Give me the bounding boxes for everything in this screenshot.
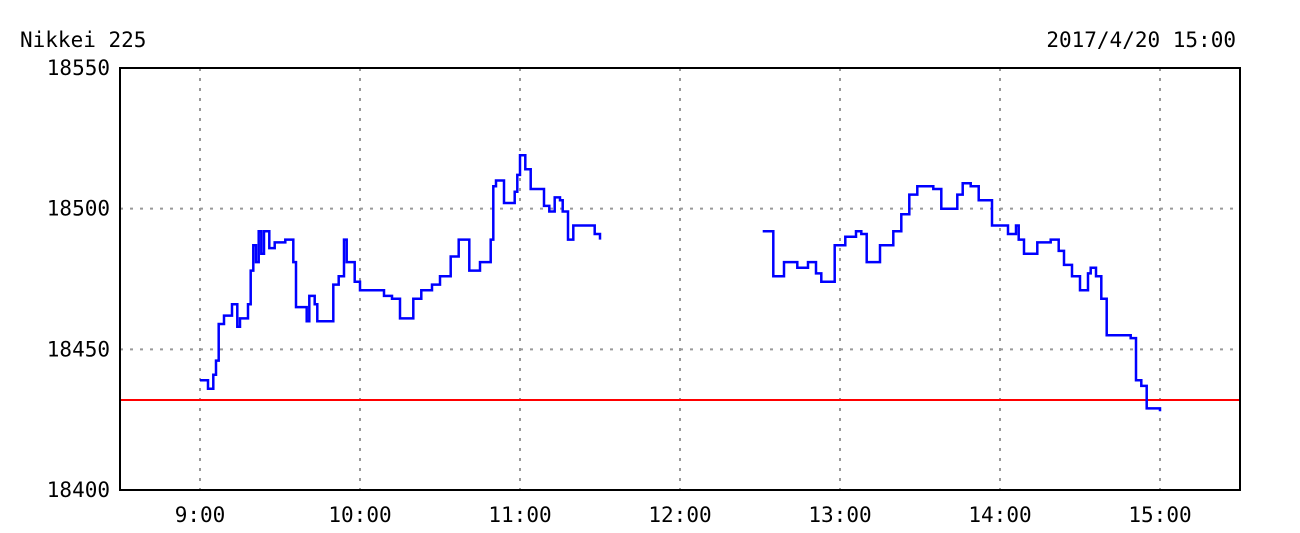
x-tick-label: 15:00 [1128, 503, 1191, 527]
x-tick-label: 10:00 [328, 503, 391, 527]
x-tick-label: 9:00 [175, 503, 226, 527]
price-line-morning [200, 153, 602, 390]
y-tick-label: 18400 [47, 478, 110, 502]
y-tick-label: 18500 [47, 197, 110, 221]
x-tick-label: 14:00 [968, 503, 1031, 527]
x-axis-ticks: 9:00 10:00 11:00 12:00 13:00 14:00 15:00 [175, 503, 1192, 527]
plot-frame [119, 67, 1241, 491]
chart-title: Nikkei 225 [20, 28, 146, 52]
grid [120, 68, 1240, 490]
y-tick-label: 18450 [47, 337, 110, 361]
price-series [120, 153, 1240, 412]
x-tick-label: 13:00 [808, 503, 871, 527]
chart-timestamp: 2017/4/20 15:00 [1046, 28, 1236, 52]
x-tick-label: 12:00 [648, 503, 711, 527]
y-tick-label: 18550 [47, 56, 110, 80]
x-tick-label: 11:00 [488, 503, 551, 527]
price-line-afternoon [762, 182, 1162, 412]
y-axis-ticks: 18400 18450 18500 18550 [47, 56, 110, 502]
